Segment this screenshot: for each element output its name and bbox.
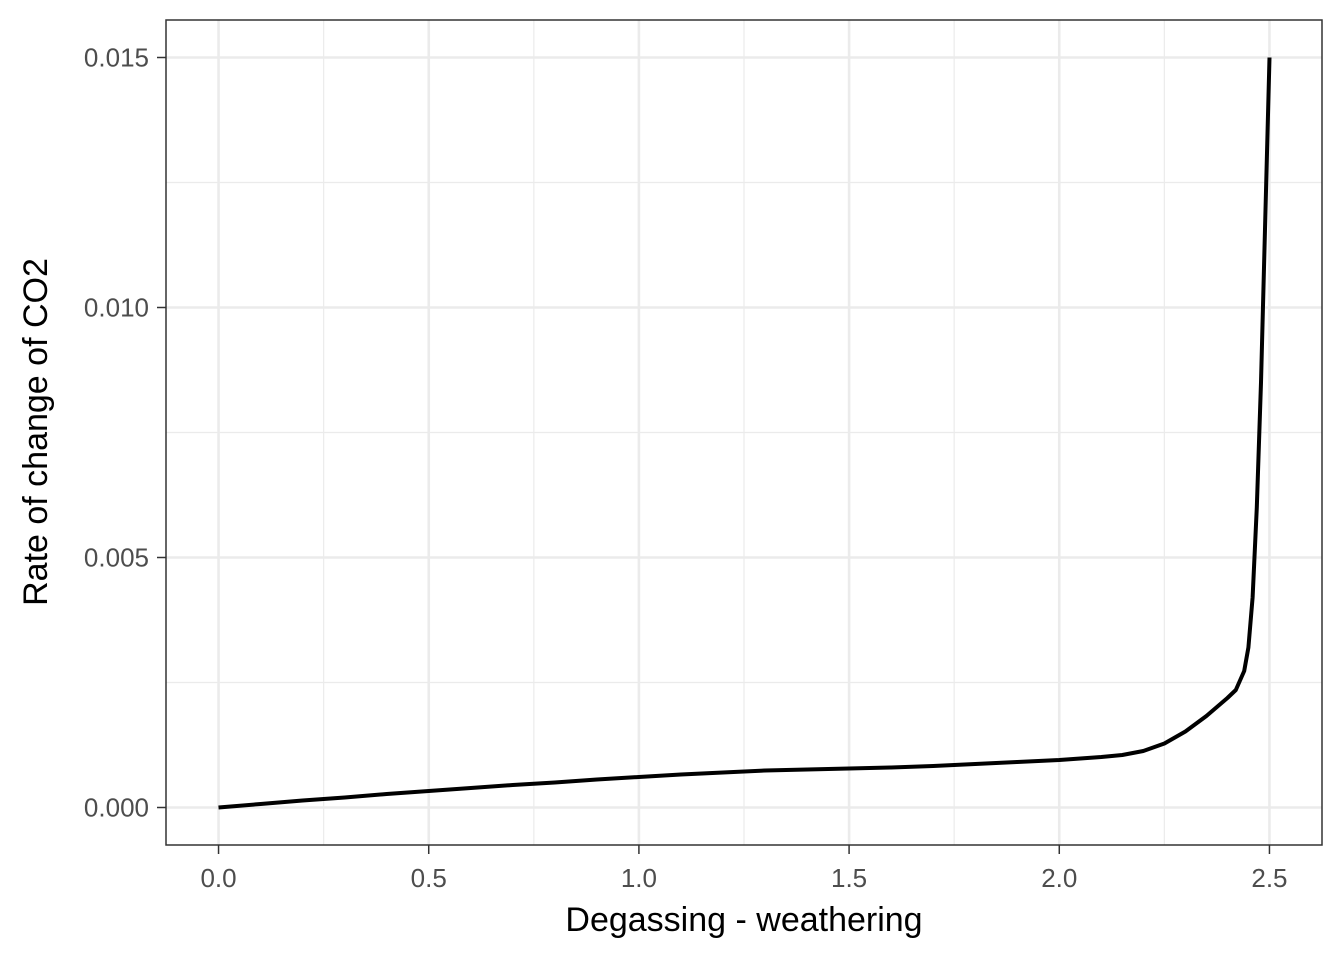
x-tick-label: 0.5 [411,863,447,893]
plot-border [165,19,1323,846]
y-tick-label: 0.015 [84,43,149,73]
x-tick-label: 1.5 [831,863,867,893]
y-axis-title: Rate of change of CO2 [17,258,55,606]
x-axis-ticks [217,845,1271,854]
minor-grid [166,20,1322,845]
x-tick-label: 1.0 [621,863,657,893]
series-line [218,57,1272,810]
x-axis-tick-labels: 0.0 0.5 1.0 1.5 2.0 2.5 [200,863,1287,893]
x-tick-label: 2.0 [1041,863,1077,893]
x-axis-title: Degassing - weathering [565,901,922,939]
major-grid [166,20,1322,845]
y-axis-tick-labels: 0.000 0.005 0.010 0.015 [84,43,149,823]
y-tick-label: 0.000 [84,793,149,823]
x-tick-label: 0.0 [200,863,236,893]
x-tick-label: 2.5 [1251,863,1287,893]
y-axis-ticks [157,56,166,809]
y-tick-label: 0.005 [84,543,149,573]
y-tick-label: 0.010 [84,293,149,323]
